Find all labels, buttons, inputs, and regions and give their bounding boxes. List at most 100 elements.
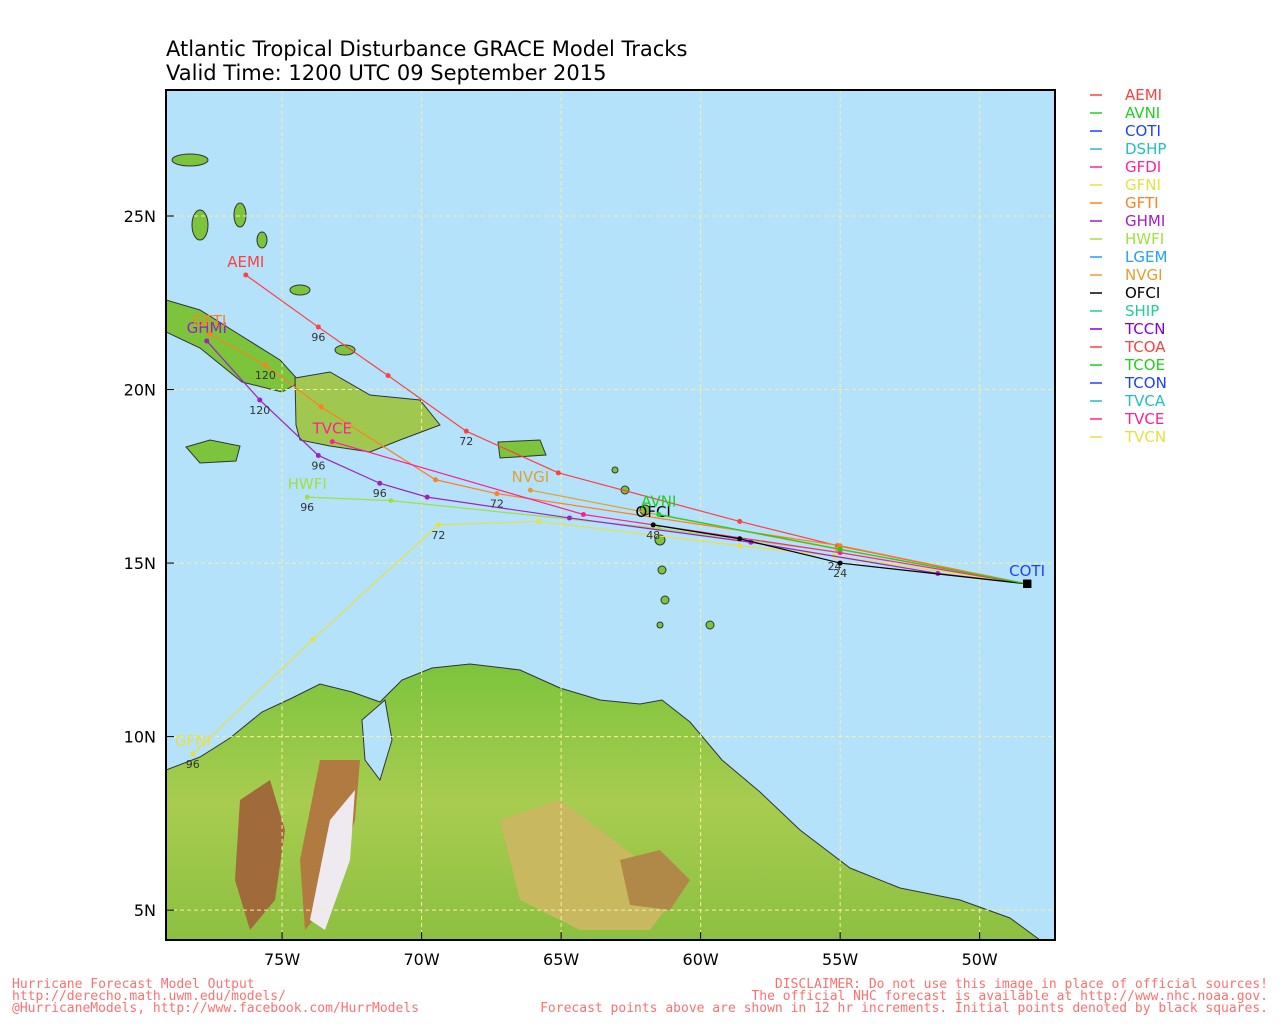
legend: AEMIAVNICOTIDSHPGFDIGFNIGFTIGHMIHWFILGEM…: [1090, 86, 1167, 446]
footer-left: http://derecho.math.uwm.edu/models/: [12, 989, 286, 1004]
legend-label: SHIP: [1125, 302, 1159, 320]
initial-point: [1023, 579, 1032, 588]
forecast-point: [566, 515, 572, 521]
hour-label: 72: [459, 435, 473, 448]
hour-label: 96: [311, 331, 325, 344]
footer-right: Forecast points above are shown in 12 hr…: [540, 1001, 1268, 1016]
andes-terrain: [235, 780, 285, 930]
lat-tick-label: 20N: [124, 381, 156, 400]
lon-tick-label: 50W: [962, 950, 998, 969]
hour-label: 96: [186, 758, 200, 771]
jamaica: [185, 439, 241, 464]
forecast-point: [304, 494, 310, 500]
legend-label: TCCN: [1124, 320, 1165, 338]
track-label: GHMI: [187, 319, 227, 337]
lat-tick-label: 15N: [124, 554, 156, 573]
legend-label: TVCA: [1124, 392, 1166, 410]
footer-right: The official NHC forecast is available a…: [751, 989, 1268, 1004]
forecast-point: [424, 494, 430, 500]
andes-terrain: [310, 790, 355, 930]
legend-label: TCOE: [1124, 356, 1165, 374]
axes: 75W 70W 65W 60W 55W 50W 25N 20N 15N 10N 5N: [124, 207, 998, 969]
forecast-point: [207, 331, 213, 337]
forecast-point: [737, 536, 743, 542]
legend-label: GHMI: [1125, 212, 1165, 230]
hour-label: 120: [249, 404, 270, 417]
forecast-point: [315, 324, 321, 330]
map-area: 72 96 AEMI 24 72 96 GFNI 96 HWFI 96 96 120 GHMI 72 120…: [166, 90, 1055, 940]
track-line: [332, 441, 1028, 585]
hispaniola: [294, 371, 441, 453]
forecast-point: [837, 550, 843, 556]
forecast-point: [650, 522, 656, 528]
forecast-point: [737, 518, 743, 524]
bahamas: [171, 153, 356, 356]
track-line: [653, 524, 1028, 585]
forecast-point: [435, 522, 441, 528]
track-label: OFCI: [636, 503, 671, 521]
forecast-point: [190, 751, 196, 757]
footer-left: @HurricaneModels, http://www.facebook.co…: [12, 1001, 419, 1016]
title-line-1: Atlantic Tropical Disturbance GRACE Mode…: [166, 37, 687, 61]
forecast-point: [433, 477, 439, 483]
forecast-point: [315, 452, 321, 458]
legend-label: TVCE: [1124, 410, 1164, 428]
forecast-point: [463, 428, 469, 434]
footer-right: DISCLAIMER: Do not use this image in pla…: [775, 977, 1268, 992]
track-label: TVCE: [312, 420, 352, 438]
forecast-point: [310, 636, 316, 642]
graticule: [166, 90, 1055, 940]
legend-label: DSHP: [1125, 140, 1166, 158]
track-label: COTI: [1009, 562, 1045, 580]
highlands: [620, 850, 690, 910]
legend-label: TVCN: [1124, 428, 1166, 446]
legend-label: COTI: [1125, 122, 1161, 140]
forecast-point: [385, 373, 391, 379]
title-line-2: Valid Time: 1200 UTC 09 September 2015: [166, 61, 606, 85]
track-label: AVNI: [641, 492, 676, 510]
puerto-rico: [497, 439, 547, 459]
cuba: [166, 299, 301, 393]
forecast-point: [494, 491, 500, 497]
forecast-point: [737, 543, 743, 549]
forecast-point: [257, 397, 263, 403]
lon-tick-label: 70W: [404, 950, 440, 969]
lat-tick-label: 10N: [124, 728, 156, 747]
hour-label: 48: [646, 529, 660, 542]
legend-label: TCON: [1124, 374, 1167, 392]
forecast-point: [837, 560, 843, 566]
tracks: 72 96 AEMI 24 72 96 GFNI 96 HWFI 96 96 120 GHMI 72 120…: [175, 253, 1045, 771]
legend-label: NVGI: [1125, 266, 1163, 284]
lon-tick-label: 75W: [264, 950, 300, 969]
legend-label: GFTI: [1125, 194, 1159, 212]
footer: Hurricane Forecast Model Outputhttp://de…: [12, 977, 1268, 1016]
lat-tick-label: 25N: [124, 207, 156, 226]
track-line: [245, 274, 1028, 585]
lat-tick-label: 5N: [134, 901, 156, 920]
forecast-point: [527, 487, 533, 493]
forecast-point: [837, 543, 843, 549]
forecast-point: [243, 272, 249, 278]
legend-label: OFCI: [1125, 284, 1160, 302]
hour-label: 72: [490, 498, 504, 511]
hour-label: 96: [300, 501, 314, 514]
legend-label: AVNI: [1125, 104, 1160, 122]
forecast-point: [555, 470, 561, 476]
lon-tick-label: 55W: [822, 950, 858, 969]
map-frame: [165, 89, 1056, 941]
forecast-point: [580, 511, 586, 517]
forecast-point: [536, 518, 542, 524]
hour-label: 24: [833, 567, 847, 580]
forecast-point: [318, 404, 324, 410]
lesser-antilles: [611, 466, 715, 630]
legend-label: GFNI: [1125, 176, 1161, 194]
hour-label: 120: [255, 369, 276, 382]
forecast-point: [837, 546, 843, 552]
track-label: GFNI: [175, 732, 211, 750]
legend-label: TCOA: [1124, 338, 1166, 356]
lon-tick-label: 65W: [543, 950, 579, 969]
hour-label: 72: [431, 529, 445, 542]
track-label: HWFI: [288, 475, 327, 493]
